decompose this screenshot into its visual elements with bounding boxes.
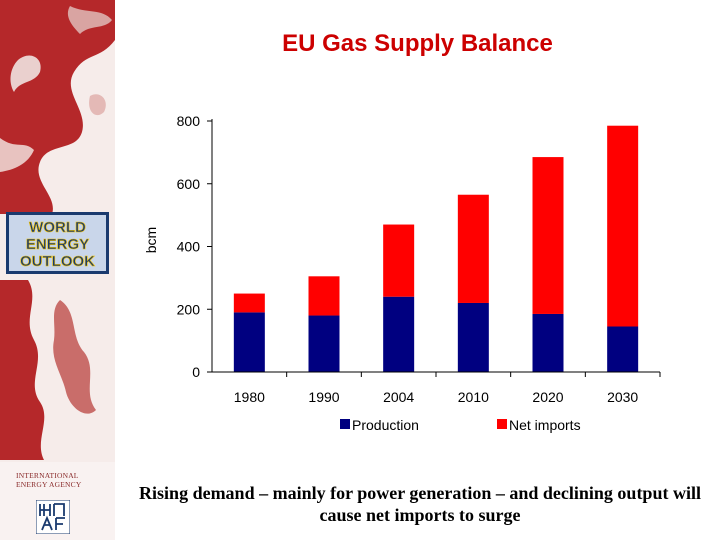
- bar-net-imports-2030: [607, 125, 639, 327]
- bar-production-1990: [308, 315, 340, 372]
- iea-monogram-icon: [36, 500, 70, 534]
- x-tick-label: 2020: [532, 389, 563, 405]
- x-tick-label: 1980: [234, 389, 265, 405]
- y-tick-label: 600: [177, 176, 201, 192]
- y-tick-label: 200: [177, 301, 201, 317]
- x-tick-label: 1990: [308, 389, 339, 405]
- sidebar: WORLD ENERGY OUTLOOK INTERNATIONAL ENERG…: [0, 0, 115, 540]
- bar-production-1980: [233, 312, 265, 372]
- bar-production-2010: [457, 302, 489, 372]
- bar-production-2030: [607, 326, 639, 372]
- bar-production-2004: [383, 296, 415, 372]
- bar-net-imports-1980: [233, 293, 265, 313]
- y-axis-ticks: 0 200 400 600 800: [177, 113, 212, 380]
- svg-text:OUTLOOK: OUTLOOK: [20, 253, 95, 270]
- svg-text:WORLD: WORLD: [29, 219, 86, 236]
- x-tick-label: 2004: [383, 389, 414, 405]
- y-tick-label: 800: [177, 113, 201, 129]
- bar-net-imports-2010: [457, 194, 489, 303]
- legend-label-net-imports: Net imports: [509, 417, 581, 433]
- bar-group: [233, 125, 639, 372]
- gas-supply-chart: bcm 0 200 400 600 800 1980 1990 2004 2010 2020 20…: [143, 113, 661, 433]
- chart-legend: Production Net imports: [340, 417, 581, 433]
- legend-swatch-production: [340, 419, 350, 429]
- y-axis-label: bcm: [143, 227, 159, 253]
- slide-caption: Rising demand – mainly for power generat…: [139, 483, 701, 525]
- y-tick-label: 0: [192, 364, 200, 380]
- x-axis-labels: 1980 1990 2004 2010 2020 2030: [234, 372, 661, 405]
- svg-text:ENERGY: ENERGY: [26, 236, 89, 253]
- x-tick-label: 2030: [607, 389, 638, 405]
- bar-net-imports-1990: [308, 276, 340, 316]
- world-energy-outlook-logo: WORLD ENERGY OUTLOOK: [6, 212, 109, 274]
- bar-net-imports-2004: [383, 224, 415, 297]
- bar-net-imports-2020: [532, 157, 564, 314]
- legend-label-production: Production: [352, 417, 419, 433]
- slide-title: EU Gas Supply Balance: [282, 30, 553, 57]
- y-tick-label: 400: [177, 239, 201, 255]
- bar-production-2020: [532, 313, 564, 372]
- iea-agency-name: INTERNATIONAL ENERGY AGENCY: [16, 471, 82, 489]
- x-tick-label: 2010: [458, 389, 489, 405]
- legend-swatch-net-imports: [497, 419, 507, 429]
